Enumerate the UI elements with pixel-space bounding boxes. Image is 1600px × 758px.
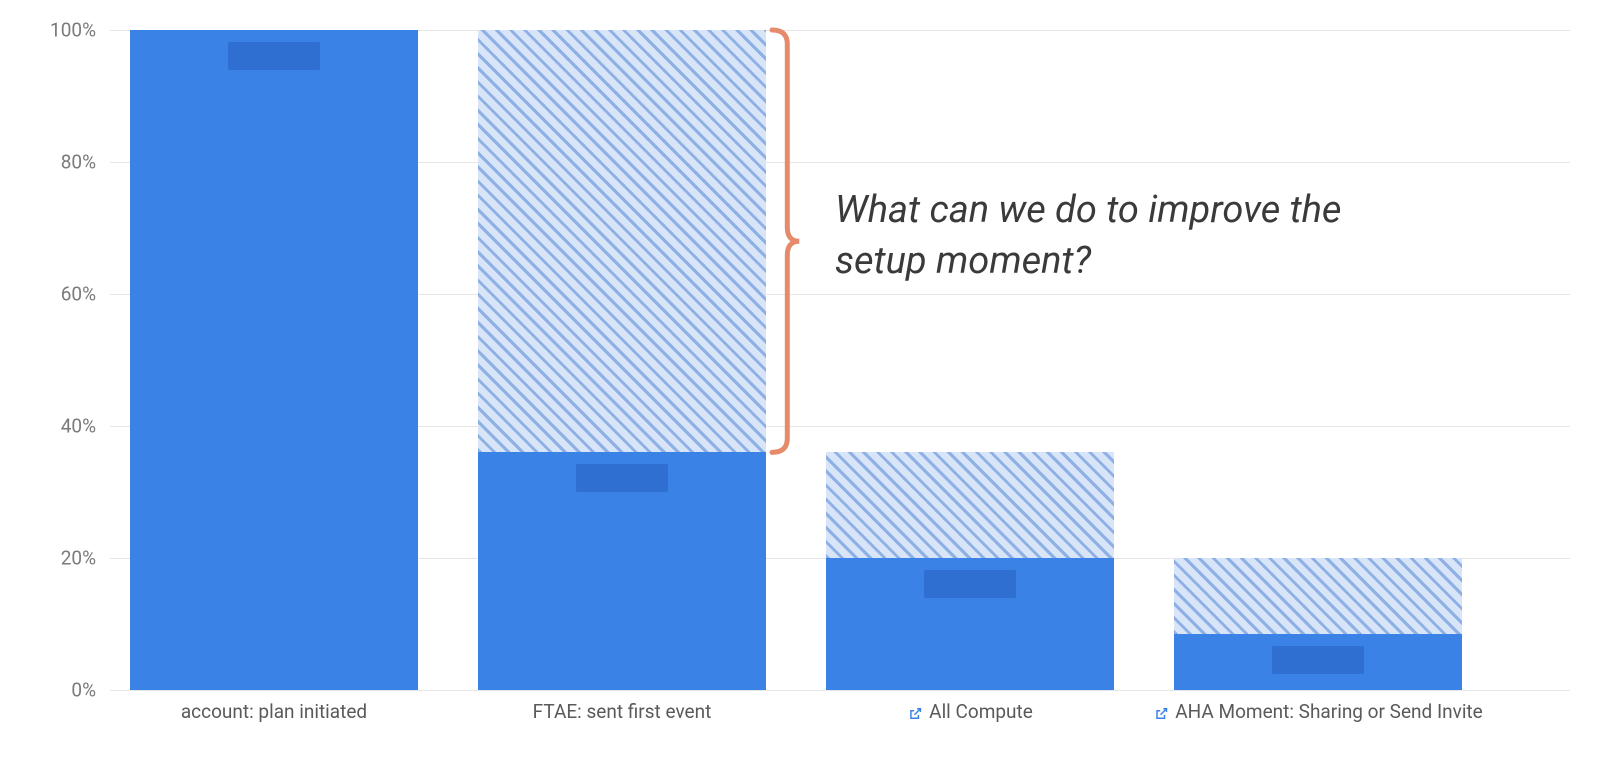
y-tick-label: 100%	[50, 19, 96, 42]
bar	[1174, 30, 1462, 690]
x-category-label: FTAE: sent first event	[533, 700, 712, 723]
y-tick-label: 40%	[61, 415, 96, 438]
x-category-label: All Compute	[907, 700, 1033, 723]
plot-area: 0%20%40%60%80%100%account: plan initiate…	[110, 30, 1570, 690]
bar-dropoff	[478, 30, 766, 452]
bar	[130, 30, 418, 690]
x-category-label: account: plan initiated	[181, 700, 367, 723]
x-category-text: AHA Moment: Sharing or Send Invite	[1175, 700, 1482, 723]
bar-marker	[924, 570, 1016, 598]
y-tick-label: 20%	[61, 547, 96, 570]
gridline	[110, 690, 1570, 691]
x-category-text: FTAE: sent first event	[533, 700, 712, 723]
external-link-icon	[907, 704, 923, 720]
y-tick-label: 60%	[61, 283, 96, 306]
y-tick-label: 80%	[61, 151, 96, 174]
bar-converted	[130, 30, 418, 690]
bar-dropoff	[1174, 558, 1462, 634]
bar	[826, 30, 1114, 690]
x-category-text: account: plan initiated	[181, 700, 367, 723]
bar-dropoff	[826, 452, 1114, 558]
annotation-text: What can we do to improve the setup mome…	[835, 185, 1355, 288]
brace-annotation	[772, 30, 826, 452]
y-tick-label: 0%	[71, 679, 96, 702]
bar-marker	[228, 42, 320, 70]
bar-marker	[1272, 646, 1364, 674]
bar	[478, 30, 766, 690]
x-category-label: AHA Moment: Sharing or Send Invite	[1153, 700, 1482, 723]
funnel-chart: 0% 20% 40% 60% 80% 100% account: plan initiate…	[0, 0, 1600, 758]
x-category-text: All Compute	[929, 700, 1033, 723]
bar-marker	[576, 464, 668, 492]
external-link-icon	[1153, 704, 1169, 720]
